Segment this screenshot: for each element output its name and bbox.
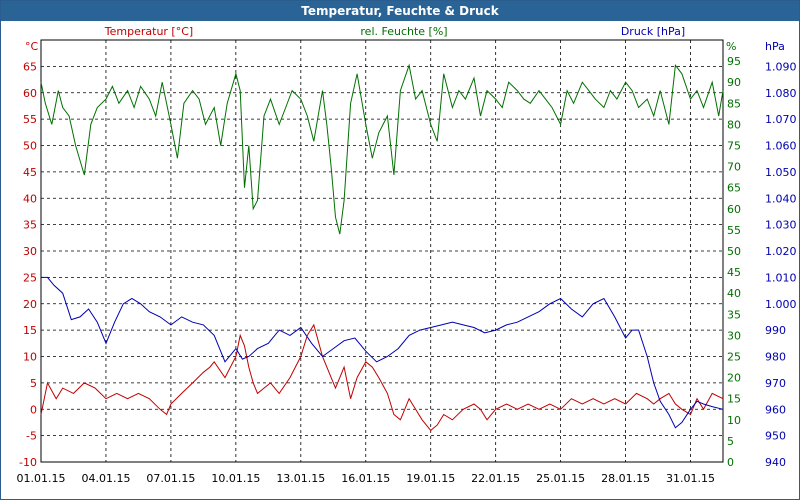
x-tick-label: 01.01.15 xyxy=(17,472,66,485)
temperature-tick-label: 65 xyxy=(23,60,37,73)
humidity-tick-label: 30 xyxy=(727,329,741,342)
humidity-tick-label: 40 xyxy=(727,287,741,300)
pressure-tick-label: 940 xyxy=(765,456,786,469)
temperature-axis-label: Temperatur [°C] xyxy=(104,25,193,38)
humidity-tick-label: 80 xyxy=(727,118,741,131)
x-tick-label: 07.01.15 xyxy=(146,472,195,485)
humidity-tick-label: 50 xyxy=(727,245,741,258)
temperature-tick-label: 45 xyxy=(23,166,37,179)
plot-area xyxy=(40,39,724,463)
pressure-tick-label: 1.070 xyxy=(765,113,797,126)
temperature-tick-label: -5 xyxy=(26,430,37,443)
pressure-tick-label: 970 xyxy=(765,377,786,390)
pressure-tick-label: 1.030 xyxy=(765,219,797,232)
x-tick-label: 25.01.15 xyxy=(536,472,585,485)
humidity-axis-label: rel. Feuchte [%] xyxy=(360,25,447,38)
pressure-tick-label: 1.040 xyxy=(765,192,797,205)
x-tick-label: 19.01.15 xyxy=(406,472,455,485)
temperature-tick-label: 55 xyxy=(23,113,37,126)
x-tick-label: 16.01.15 xyxy=(341,472,390,485)
series-line-temperature xyxy=(40,323,724,432)
temperature-tick-label: 35 xyxy=(23,219,37,232)
temperature-tick-label: 0 xyxy=(30,403,37,416)
humidity-tick-label: 55 xyxy=(727,224,741,237)
temperature-tick-label: 25 xyxy=(23,271,37,284)
temperature-tick-label: 10 xyxy=(23,351,37,364)
humidity-tick-label: 5 xyxy=(727,435,734,448)
temperature-tick-label: 30 xyxy=(23,245,37,258)
x-tick-label: 22.01.15 xyxy=(471,472,520,485)
series-line-humidity xyxy=(40,63,724,235)
humidity-tick-label: 20 xyxy=(727,372,741,385)
pressure-tick-label: 1.090 xyxy=(765,60,797,73)
temperature-tick-label: 15 xyxy=(23,324,37,337)
humidity-tick-label: 45 xyxy=(727,266,741,279)
pressure-unit-label: hPa xyxy=(765,40,785,53)
temperature-tick-label: 60 xyxy=(23,87,37,100)
humidity-tick-label: 75 xyxy=(727,140,741,153)
pressure-tick-label: 1.020 xyxy=(765,245,797,258)
x-tick-label: 31.01.15 xyxy=(666,472,715,485)
pressure-axis-label: Druck [hPa] xyxy=(621,25,685,38)
pressure-tick-label: 1.000 xyxy=(765,298,797,311)
temperature-tick-label: -10 xyxy=(19,456,37,469)
humidity-tick-label: 70 xyxy=(727,161,741,174)
series-line-pressure xyxy=(41,276,724,429)
x-tick-label: 28.01.15 xyxy=(601,472,650,485)
temperature-tick-label: 40 xyxy=(23,192,37,205)
pressure-tick-label: 1.080 xyxy=(765,87,797,100)
temperature-tick-label: 20 xyxy=(23,298,37,311)
humidity-tick-label: 60 xyxy=(727,203,741,216)
temperature-tick-label: 50 xyxy=(23,140,37,153)
window-title: Temperatur, Feuchte & Druck xyxy=(1,1,799,21)
x-tick-label: 13.01.15 xyxy=(276,472,325,485)
temperature-unit-label: °C xyxy=(25,40,39,53)
humidity-tick-label: 90 xyxy=(727,76,741,89)
pressure-tick-label: 960 xyxy=(765,403,786,416)
pressure-tick-label: 980 xyxy=(765,351,786,364)
humidity-unit-label: % xyxy=(726,40,736,53)
pressure-tick-label: 1.060 xyxy=(765,140,797,153)
humidity-tick-label: 35 xyxy=(727,308,741,321)
pressure-tick-label: 1.010 xyxy=(765,271,797,284)
humidity-tick-label: 25 xyxy=(727,351,741,364)
humidity-tick-label: 0 xyxy=(727,456,734,469)
pressure-tick-label: 990 xyxy=(765,324,786,337)
x-tick-label: 04.01.15 xyxy=(81,472,130,485)
x-tick-label: 10.01.15 xyxy=(211,472,260,485)
humidity-tick-label: 65 xyxy=(727,182,741,195)
temperature-tick-label: 5 xyxy=(30,377,37,390)
humidity-tick-label: 15 xyxy=(727,393,741,406)
humidity-tick-label: 95 xyxy=(727,55,741,68)
pressure-tick-label: 950 xyxy=(765,430,786,443)
pressure-tick-label: 1.050 xyxy=(765,166,797,179)
humidity-tick-label: 85 xyxy=(727,97,741,110)
humidity-tick-label: 10 xyxy=(727,414,741,427)
